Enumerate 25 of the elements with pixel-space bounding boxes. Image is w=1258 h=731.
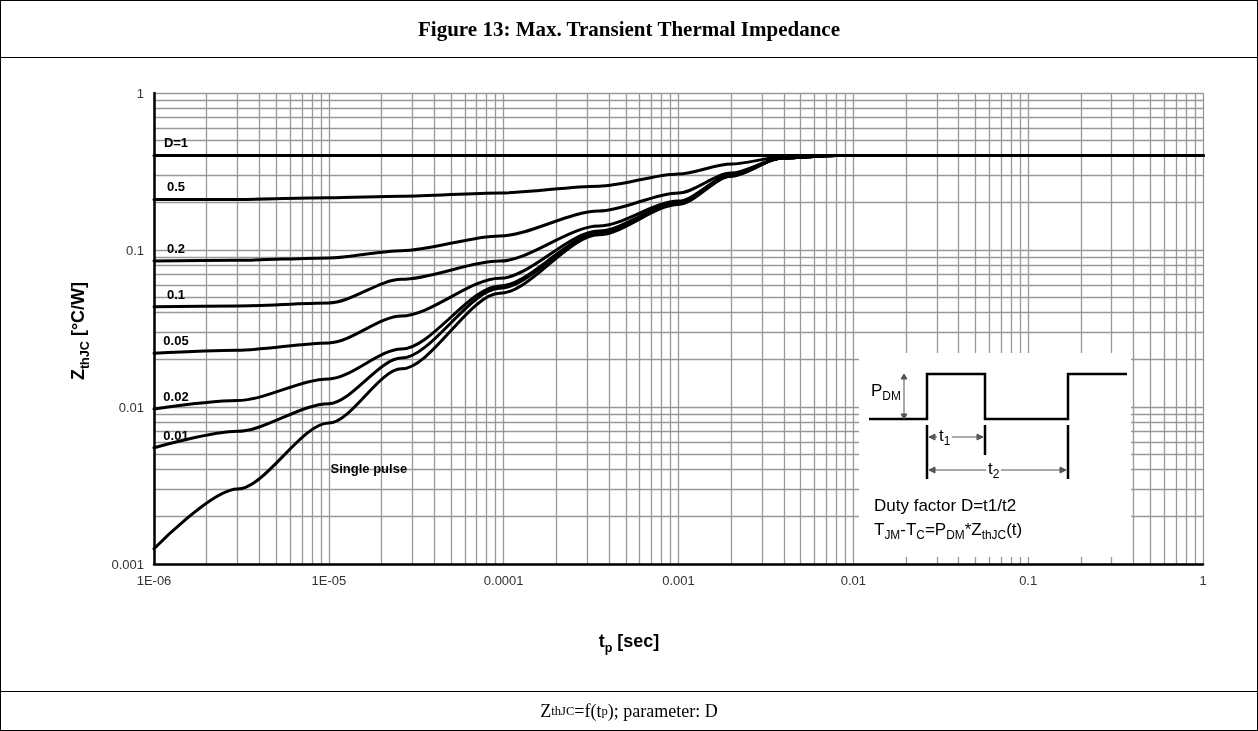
- x-tick-label: 0.01: [840, 573, 866, 588]
- x-tick-label: 0.0001: [483, 573, 524, 588]
- series-label: 0.05: [163, 333, 189, 349]
- y-tick-label: 0.001: [111, 556, 144, 572]
- x-tick-label: 0.1: [1019, 573, 1038, 588]
- y-tick-label: 0.1: [125, 242, 144, 258]
- series-label: 0.5: [166, 179, 186, 195]
- series-label: 0.2: [166, 241, 186, 257]
- x-tick-label: 1: [1199, 573, 1207, 588]
- series-label: 0.02: [163, 389, 189, 405]
- text: Single pulse: [330, 461, 408, 477]
- chart-title: Figure 13: Max. Transient Thermal Impedance: [1, 1, 1257, 58]
- y-tick-label: 0.01: [118, 399, 144, 415]
- annotation: t$_{1}$: [937, 426, 953, 449]
- text: T$_{JM}$-T$_{C}$=P$_{DM}$*Z$_{thJC}$(t): [874, 520, 1023, 543]
- annotation: t$_{2}$: [986, 459, 1002, 482]
- annotation: P$_{DM}$: [871, 381, 901, 404]
- x-axis-title: t$_{p}$ [sec]: [597, 631, 661, 655]
- y-tick-label: 1: [136, 85, 144, 101]
- x-tick-label: 1E-05: [311, 573, 347, 588]
- x-tick-label: 1E-06: [136, 573, 172, 588]
- series-label: 0.1: [166, 286, 186, 302]
- annotation: Duty factor D=t1/t2: [874, 496, 1017, 516]
- series-label: D=1: [163, 135, 189, 151]
- x-tick-label: 0.001: [662, 573, 695, 588]
